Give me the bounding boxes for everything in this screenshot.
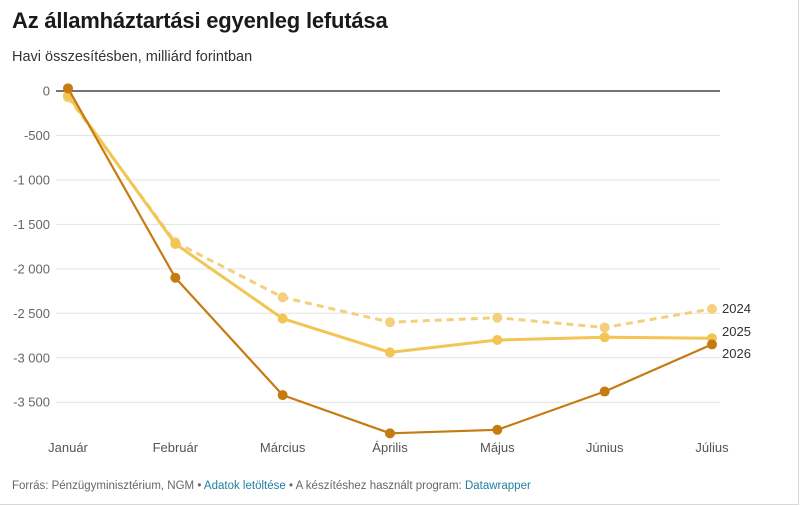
data-point-2026 bbox=[277, 390, 288, 401]
data-point-2026 bbox=[63, 83, 73, 94]
y-tick-label: -3 000 bbox=[13, 350, 50, 365]
x-tick-label: Július bbox=[695, 440, 729, 455]
x-tick-label: Április bbox=[372, 440, 408, 455]
series-line-2024 bbox=[66, 96, 713, 329]
data-point-2025 bbox=[170, 238, 181, 249]
y-tick-label: -1 000 bbox=[13, 172, 50, 187]
data-point-2024 bbox=[599, 322, 610, 333]
made-with-text: A készítéshez használt program: bbox=[295, 480, 465, 492]
y-tick-label: -3 500 bbox=[13, 395, 50, 410]
data-point-2026 bbox=[385, 428, 395, 439]
y-tick-label: -1 500 bbox=[13, 217, 50, 232]
series-line-2026 bbox=[67, 87, 713, 435]
y-tick-label: -2 500 bbox=[13, 306, 50, 321]
data-point-2025 bbox=[599, 332, 610, 343]
footer-separator: • bbox=[285, 480, 296, 492]
chart-footer: Forrás: Pénzügyminisztérium, NGM • Adato… bbox=[12, 480, 531, 492]
series-label-2026: 2026 bbox=[722, 346, 751, 361]
data-point-2024 bbox=[492, 312, 503, 323]
x-tick-label: Június bbox=[586, 440, 624, 455]
y-tick-label: 0 bbox=[43, 84, 50, 99]
source-text: Forrás: Pénzügyminisztérium, NGM bbox=[12, 480, 195, 492]
footer-separator: • bbox=[194, 480, 204, 492]
series-label-2024: 2024 bbox=[722, 301, 751, 316]
x-tick-label: Február bbox=[153, 440, 199, 455]
data-point-2025 bbox=[277, 313, 288, 324]
x-tick-label: Március bbox=[260, 440, 306, 455]
x-tick-label: Január bbox=[48, 440, 88, 455]
data-point-2025 bbox=[492, 334, 503, 345]
y-tick-label: -500 bbox=[24, 128, 50, 143]
data-point-2024 bbox=[707, 303, 717, 314]
data-point-2026 bbox=[492, 424, 503, 435]
data-point-2025 bbox=[385, 347, 395, 358]
x-tick-label: Május bbox=[480, 440, 515, 455]
data-point-2024 bbox=[277, 292, 288, 303]
download-data-link[interactable]: Adatok letöltése bbox=[203, 480, 286, 492]
y-tick-label: -2 000 bbox=[13, 261, 50, 276]
chart-title: Az államháztartási egyenleg lefutása bbox=[12, 8, 388, 33]
chart-subtitle: Havi összesítésben, milliárd forintban bbox=[12, 49, 253, 65]
data-point-2026 bbox=[170, 272, 181, 283]
series-label-2025: 2025 bbox=[722, 324, 751, 339]
data-point-2026 bbox=[707, 339, 717, 350]
data-point-2026 bbox=[599, 386, 610, 397]
datawrapper-link[interactable]: Datawrapper bbox=[464, 480, 531, 492]
data-point-2024 bbox=[385, 317, 395, 328]
